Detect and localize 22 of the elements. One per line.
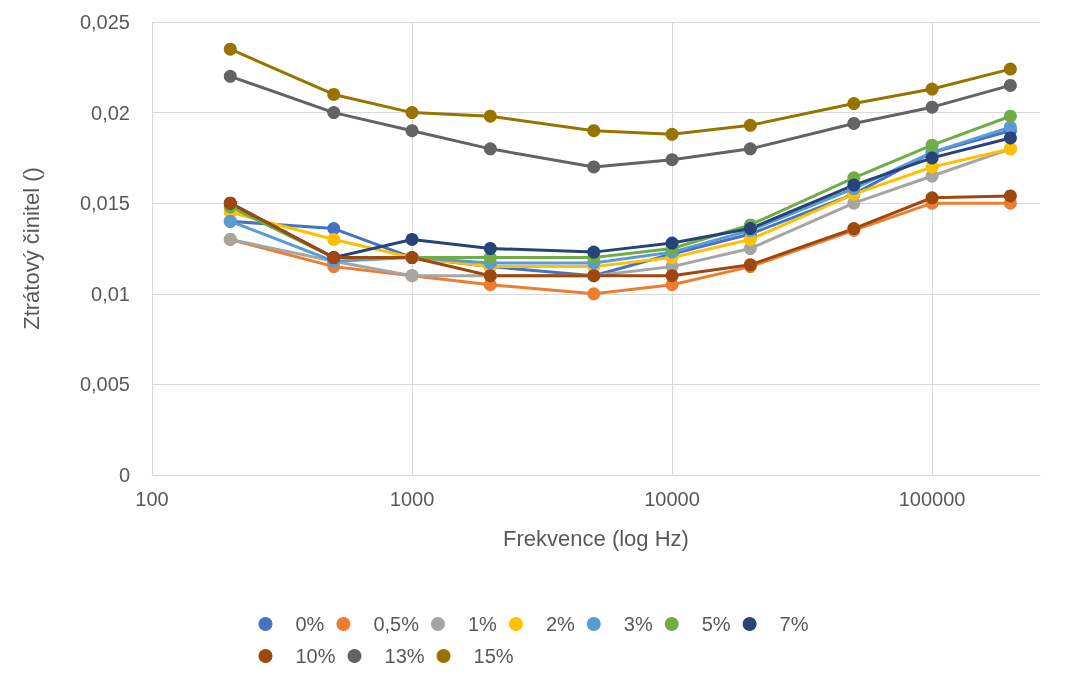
legend-label: 0,5% [373, 613, 420, 635]
y-axis-title: Ztrátový činitel () [18, 167, 44, 330]
legend-label: 2% [545, 613, 576, 635]
y-tick-label: 0,015 [79, 192, 130, 215]
x-tick-label: 1000 [389, 488, 435, 510]
x-axis-title: Frekvence (log Hz) [503, 525, 689, 551]
y-tick-label: 0,02 [91, 101, 130, 124]
x-tick-label: 10000 [644, 488, 700, 510]
x-tick-label: 100 [135, 488, 169, 510]
legend-label: 7% [779, 613, 809, 635]
legend-label: 15% [473, 645, 514, 667]
legend-label: 13% [384, 645, 425, 667]
y-tick-label: 0 [118, 464, 130, 486]
y-tick-label: 0,01 [91, 282, 130, 305]
legend-label: 3% [623, 613, 653, 635]
x-tick-label: 100000 [898, 488, 966, 510]
y-tick-label: 0,025 [79, 11, 130, 33]
legend-label: 10% [295, 645, 336, 667]
legend-label: 0% [295, 613, 325, 635]
y-tick-label: 0,005 [79, 373, 130, 396]
legend-label: 1% [467, 613, 498, 635]
legend-label: 5% [701, 613, 731, 635]
